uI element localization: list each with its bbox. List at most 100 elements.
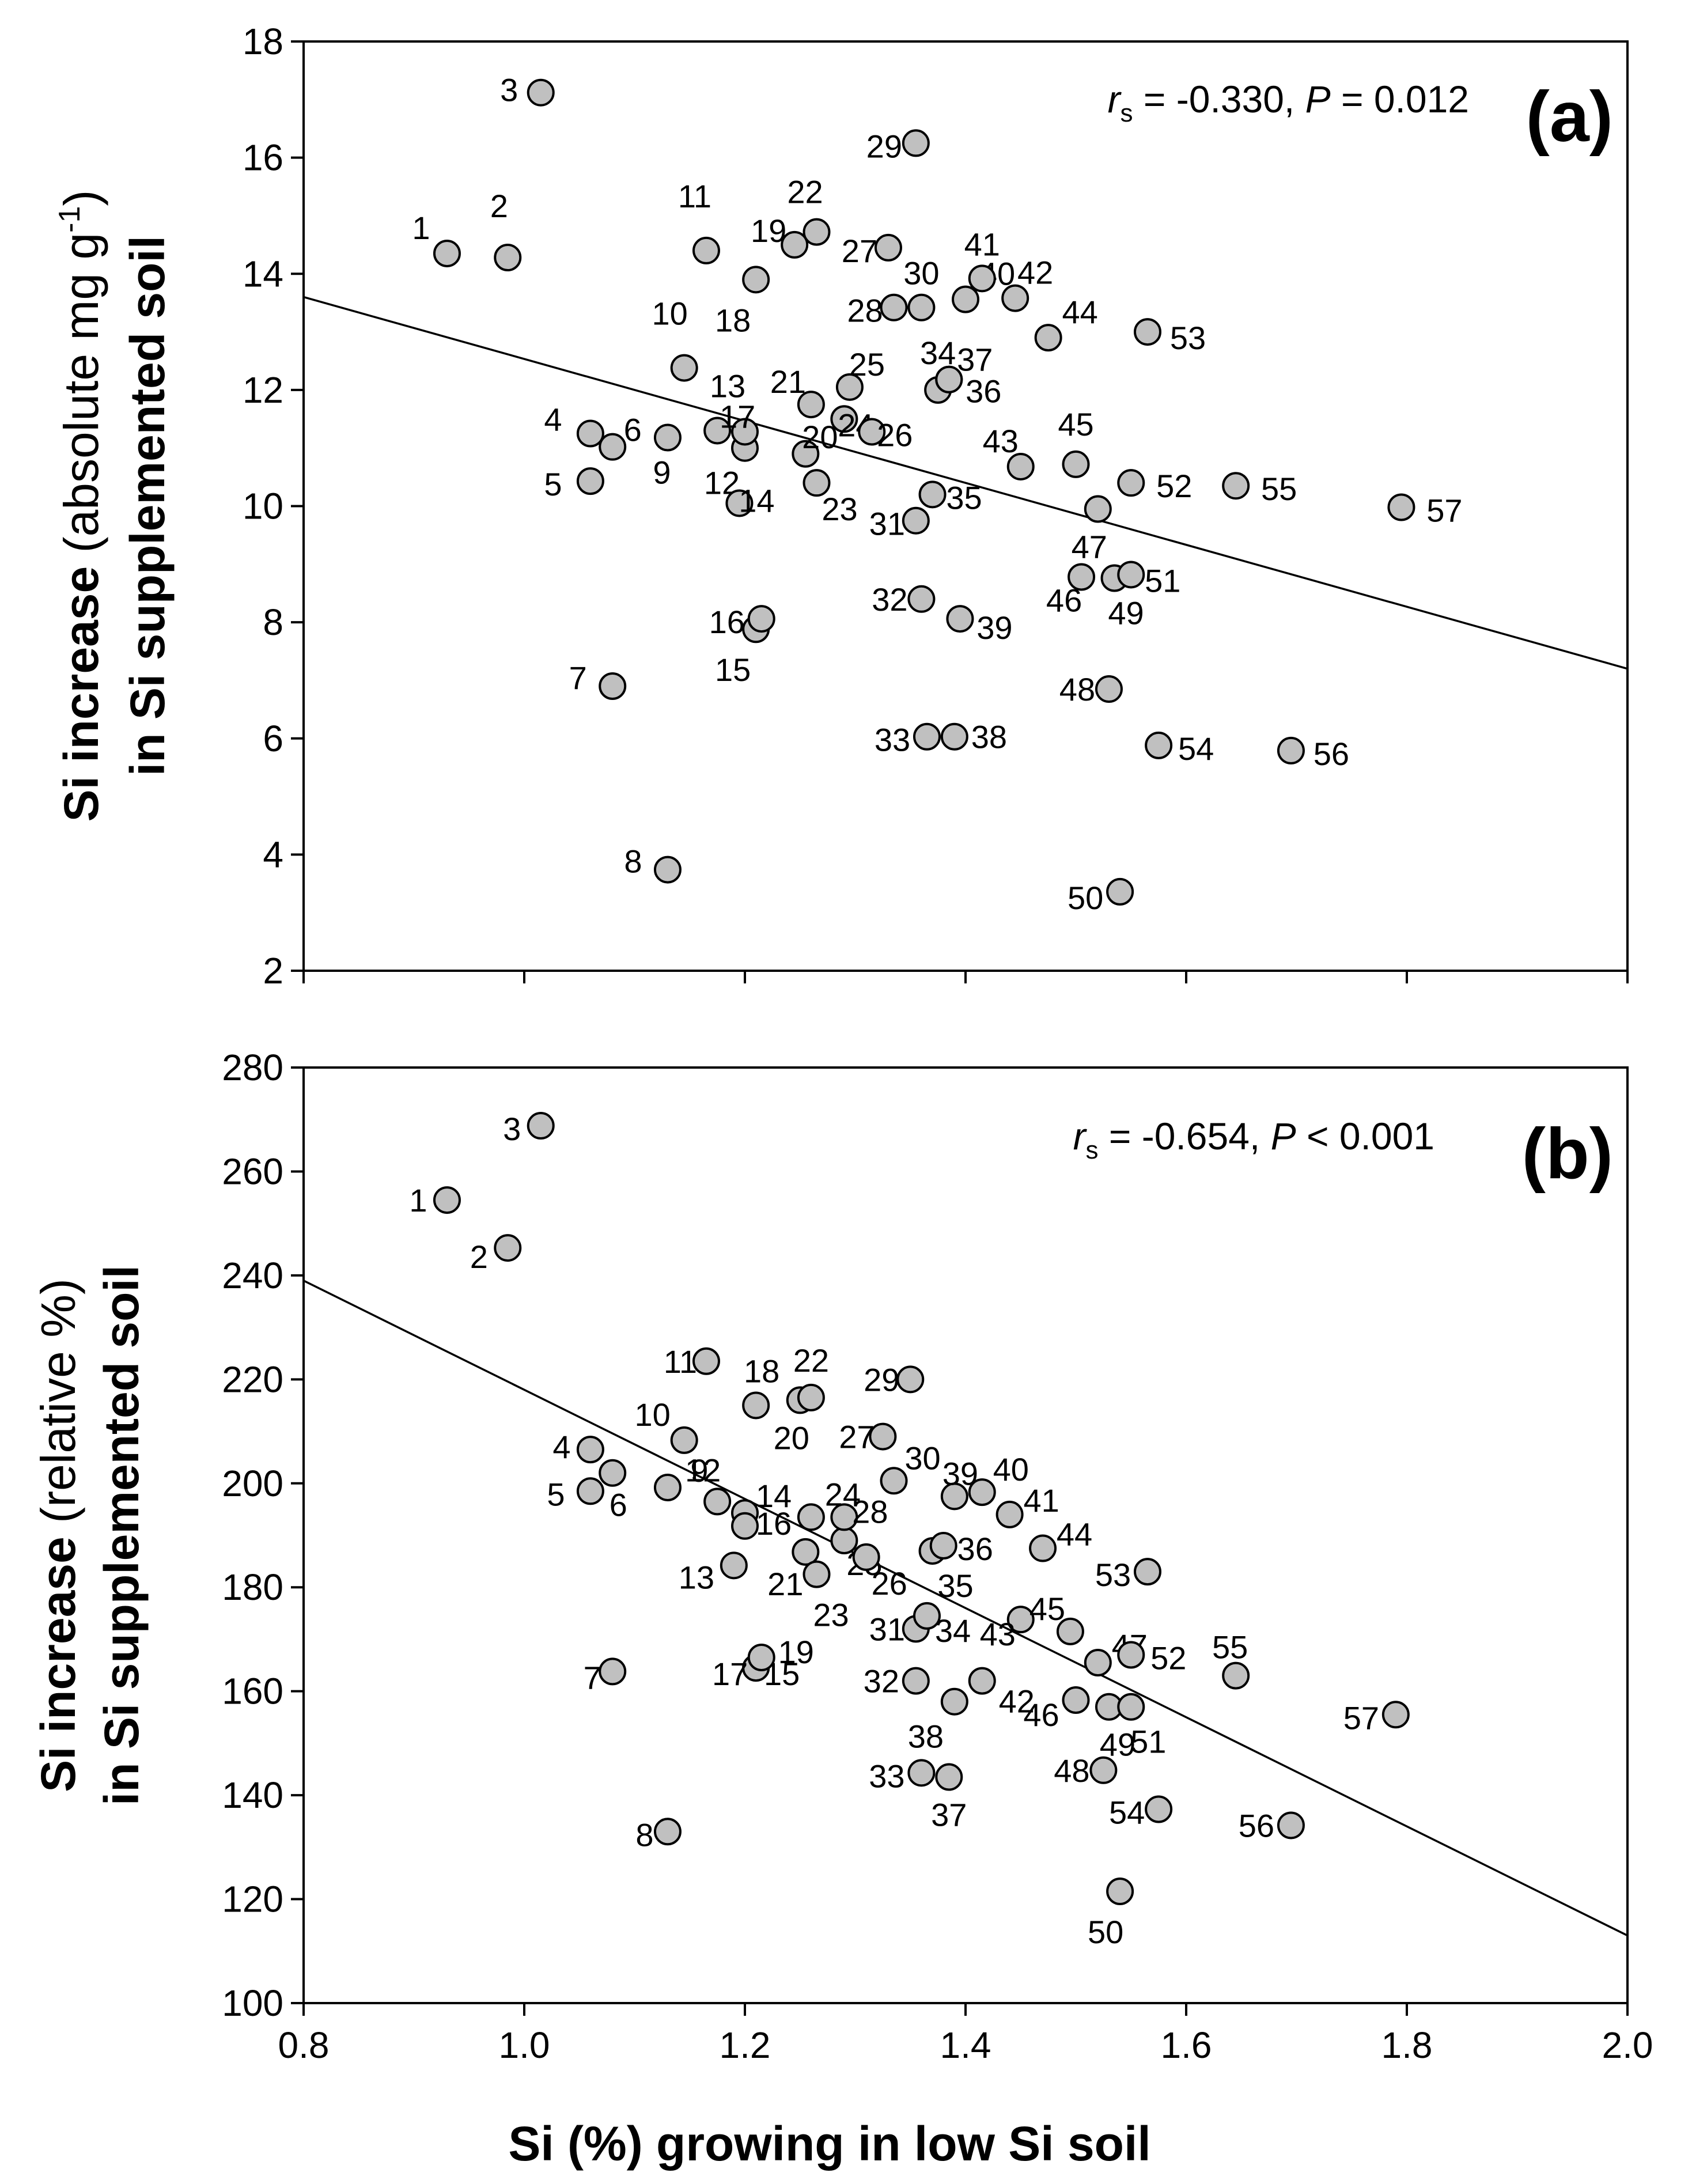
stat-p-value: = 0.012 bbox=[1331, 78, 1469, 120]
data-point-label: 28 bbox=[847, 293, 883, 329]
data-point bbox=[670, 354, 698, 382]
data-point bbox=[952, 285, 979, 313]
y-axis-label-bold: Si increase bbox=[31, 1536, 85, 1792]
data-point-label: 7 bbox=[569, 660, 587, 696]
y-tick-label: 240 bbox=[222, 1255, 283, 1296]
data-point-label: 16 bbox=[756, 1505, 792, 1542]
data-point bbox=[1084, 1649, 1112, 1677]
y-tick-label: 200 bbox=[222, 1463, 283, 1504]
stat-r: r bbox=[1073, 1115, 1088, 1157]
data-point bbox=[703, 417, 732, 445]
y-axis-label-close: ) bbox=[54, 190, 108, 206]
data-point-label: 11 bbox=[678, 178, 711, 214]
data-point bbox=[1117, 469, 1145, 497]
data-point bbox=[1106, 877, 1134, 906]
data-point-label: 5 bbox=[547, 1476, 565, 1512]
data-point-label: 12 bbox=[685, 1452, 721, 1488]
data-point-label: 28 bbox=[852, 1493, 888, 1530]
data-point-label: 10 bbox=[652, 296, 688, 332]
data-point bbox=[576, 467, 604, 495]
y-tick-label: 6 bbox=[263, 718, 283, 759]
data-point-label: 3 bbox=[500, 72, 518, 108]
data-point bbox=[940, 1687, 968, 1716]
data-point bbox=[797, 1383, 825, 1411]
data-point bbox=[835, 373, 864, 401]
data-point bbox=[907, 585, 936, 613]
data-point bbox=[902, 506, 930, 535]
data-point-label: 32 bbox=[872, 581, 907, 618]
data-point-label: 14 bbox=[739, 482, 774, 518]
panel-b: 0.8 1.0 1.2 1.4 1.6 1.8 2.01001201401601802002… bbox=[31, 1047, 1653, 2066]
data-point bbox=[599, 1459, 627, 1487]
data-point-label: 45 bbox=[1058, 406, 1093, 442]
stat-p: P bbox=[1271, 1115, 1296, 1157]
data-point bbox=[913, 722, 941, 751]
data-point bbox=[747, 1644, 775, 1672]
data-point bbox=[692, 1347, 720, 1375]
data-point bbox=[599, 433, 627, 461]
data-point-label: 31 bbox=[869, 506, 905, 542]
data-point-label: 35 bbox=[946, 479, 982, 516]
data-point-label: 39 bbox=[976, 610, 1012, 646]
data-point bbox=[1117, 1693, 1145, 1721]
data-point-label: 19 bbox=[751, 213, 786, 249]
data-point bbox=[433, 239, 461, 267]
data-point-label: 57 bbox=[1426, 493, 1462, 529]
y-tick-label: 100 bbox=[222, 1982, 283, 2024]
x-tick-label: 1.8 bbox=[1381, 2024, 1433, 2066]
data-point-label: 49 bbox=[1108, 595, 1144, 631]
data-point-label: 7 bbox=[584, 1659, 601, 1695]
y-tick-label: 12 bbox=[243, 369, 283, 411]
data-point-label: 52 bbox=[1156, 468, 1192, 504]
data-point bbox=[599, 672, 627, 701]
data-point bbox=[869, 1422, 897, 1451]
data-point bbox=[803, 1560, 831, 1588]
y-tick-label: 18 bbox=[243, 21, 283, 62]
panel-tag: (b) bbox=[1522, 1114, 1613, 1194]
data-point-label: 4 bbox=[544, 401, 562, 437]
data-point bbox=[830, 1503, 858, 1531]
data-point bbox=[874, 233, 902, 262]
data-point-label: 53 bbox=[1170, 320, 1206, 356]
data-point bbox=[576, 1436, 604, 1464]
data-point-label: 34 bbox=[935, 1613, 971, 1649]
data-point-label: 26 bbox=[877, 417, 913, 453]
y-axis-label-line1: Si increase (relative %) bbox=[31, 1278, 85, 1792]
data-point-label: 43 bbox=[983, 423, 1019, 459]
data-point-label: 18 bbox=[744, 1353, 779, 1389]
data-point bbox=[1006, 452, 1035, 480]
data-point-label: 30 bbox=[903, 255, 939, 292]
stat-r: r bbox=[1108, 78, 1122, 120]
data-point-label: 52 bbox=[1150, 1640, 1186, 1676]
data-point-label: 45 bbox=[1029, 1591, 1065, 1627]
panel-tag: (a) bbox=[1526, 77, 1613, 157]
data-point bbox=[918, 480, 947, 509]
data-point bbox=[1001, 284, 1029, 312]
data-point-label: 37 bbox=[931, 1797, 967, 1833]
data-point-label: 46 bbox=[1023, 1697, 1059, 1733]
data-point-label: 35 bbox=[937, 1568, 973, 1604]
data-point bbox=[858, 418, 886, 446]
data-point bbox=[653, 423, 682, 452]
x-tick-label: 1.4 bbox=[940, 2024, 991, 2066]
data-point-label: 6 bbox=[624, 412, 642, 448]
data-point bbox=[747, 605, 775, 633]
data-point bbox=[1056, 1617, 1084, 1645]
regression-line bbox=[303, 296, 1628, 670]
data-point bbox=[731, 1512, 759, 1540]
data-point-label: 30 bbox=[904, 1440, 940, 1476]
data-point bbox=[1062, 1686, 1090, 1714]
data-point-label: 34 bbox=[920, 335, 956, 371]
data-point-label: 50 bbox=[1068, 880, 1103, 916]
data-point-label: 36 bbox=[957, 1531, 993, 1567]
y-tick-label: 220 bbox=[222, 1358, 283, 1400]
data-point bbox=[1277, 1811, 1305, 1839]
data-point-label: 22 bbox=[793, 1342, 829, 1379]
data-point bbox=[907, 1759, 936, 1787]
data-point bbox=[1133, 1558, 1161, 1586]
data-point bbox=[742, 1391, 770, 1420]
data-point-label: 20 bbox=[774, 1420, 809, 1456]
data-point bbox=[995, 1500, 1024, 1528]
data-point bbox=[792, 1538, 820, 1566]
data-point-label: 9 bbox=[690, 1452, 708, 1489]
